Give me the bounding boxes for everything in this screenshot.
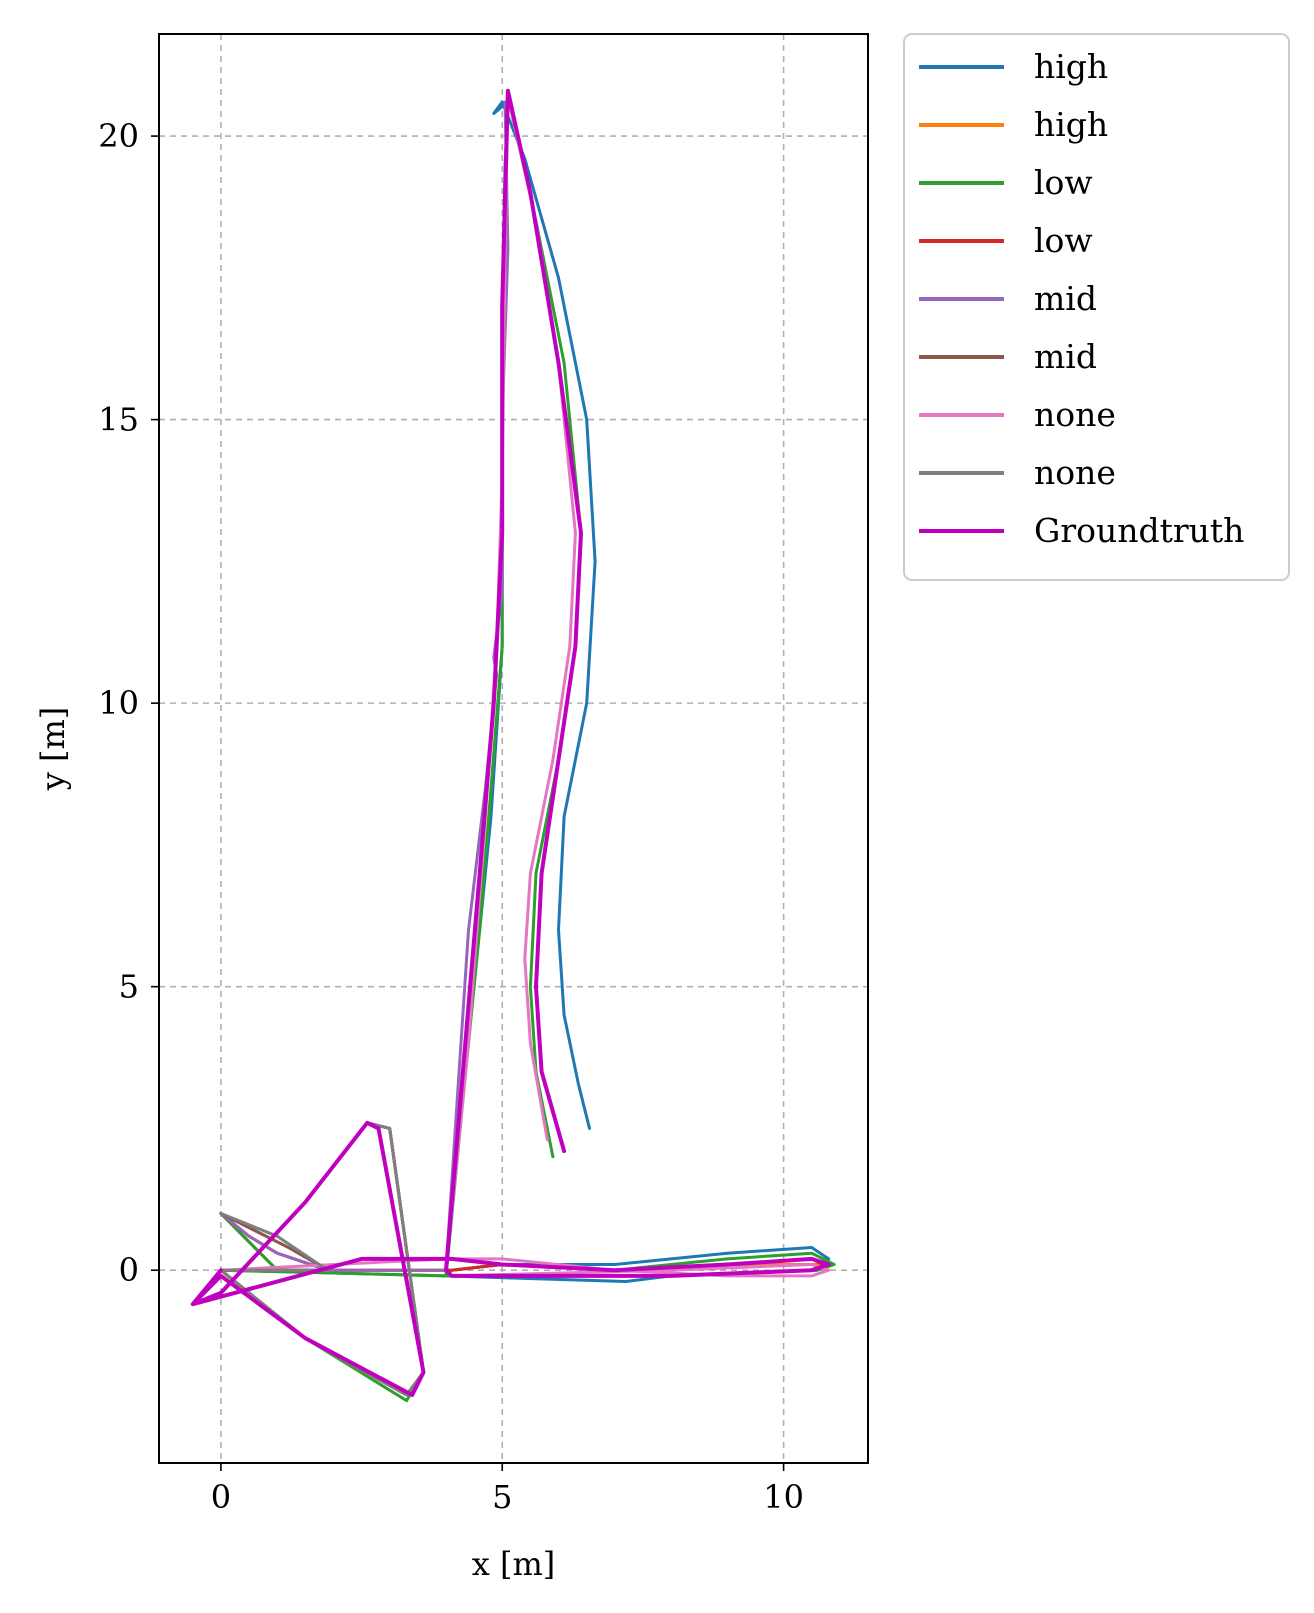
legend-label-3: low — [1034, 221, 1093, 260]
y-tick-label: 15 — [98, 401, 139, 439]
legend-label-1: high — [1034, 105, 1108, 144]
legend: high high low low mid mid none none Groundtruth — [903, 33, 1290, 581]
series-layer — [190, 88, 836, 1403]
y-tick-label: 20 — [98, 117, 139, 155]
y-tick-label: 0 — [119, 1251, 139, 1289]
legend-label-0: high — [1034, 47, 1108, 86]
legend-label-2: low — [1034, 163, 1093, 202]
x-tick-label: 5 — [492, 1478, 512, 1516]
legend-label-4: mid — [1034, 279, 1097, 318]
legend-box — [903, 33, 1290, 581]
y-axis-label: y [m] — [34, 707, 72, 792]
x-tick-label: 10 — [763, 1478, 804, 1516]
y-tick-label: 5 — [119, 968, 139, 1006]
axis-ticks: 0 5 10 0 5 10 15 20 — [98, 117, 804, 1516]
plot-frame — [158, 33, 869, 1464]
legend-label-6: none — [1034, 395, 1116, 434]
legend-label-7: none — [1034, 453, 1116, 492]
series-line-8 — [190, 88, 831, 1397]
x-tick-label: 0 — [211, 1478, 231, 1516]
x-axis-label: x [m] — [472, 1545, 556, 1583]
legend-label-5: mid — [1034, 337, 1097, 376]
y-tick-label: 10 — [98, 684, 139, 722]
legend-label-8: Groundtruth — [1034, 511, 1244, 550]
grid-lines — [159, 34, 868, 1463]
